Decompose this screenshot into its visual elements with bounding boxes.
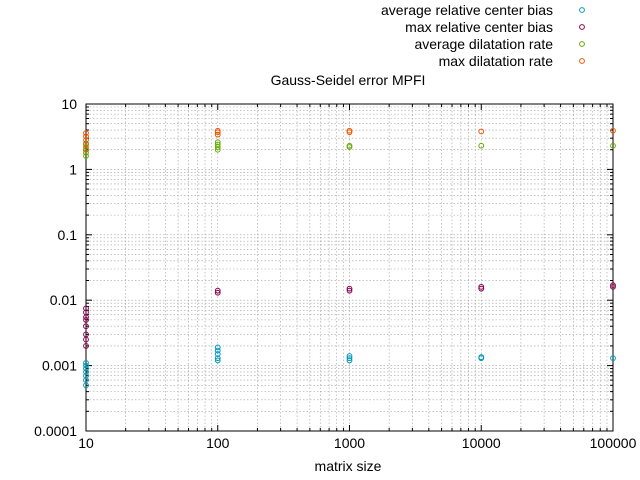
data-point: [346, 355, 353, 362]
data-point: [83, 137, 89, 144]
data-point: [83, 153, 89, 159]
data-point: [214, 344, 221, 351]
data-point: [83, 309, 89, 316]
data-point: [214, 357, 221, 364]
y-tick-label: 0.1: [58, 227, 78, 243]
data-point: [346, 285, 353, 292]
data-point: [214, 289, 221, 296]
data-point: [83, 133, 89, 140]
y-tick-labels: 0.0001 0.001 0.01 0.1 1 10: [34, 96, 77, 439]
data-point: [83, 365, 89, 372]
data-point: [83, 331, 89, 338]
legend-label: max dilatation rate: [439, 53, 554, 69]
data-point: [83, 323, 89, 330]
legend-marker: [579, 58, 585, 64]
y-tick-label: 0.01: [50, 292, 77, 308]
x-tick-label: 100: [206, 435, 230, 451]
data-point: [214, 347, 221, 354]
data-point: [214, 141, 221, 148]
legend-label: max relative center bias: [405, 19, 553, 35]
data-point: [83, 362, 89, 369]
data-point: [478, 354, 485, 360]
data-point: [83, 372, 89, 379]
data-point: [610, 283, 616, 290]
legend-marker: [579, 7, 585, 13]
data-point: [610, 127, 616, 134]
data-point: [214, 131, 221, 138]
x-tick-labels: 10 100 1000 10000 100000: [78, 435, 636, 451]
data-point: [83, 144, 89, 150]
data-point: [346, 127, 353, 134]
chart-title: Gauss-Seidel error MPFI: [271, 72, 426, 88]
data-points: [83, 127, 616, 389]
x-tick-label: 10000: [462, 435, 501, 451]
x-tick-label: 10: [78, 435, 94, 451]
data-point: [83, 316, 89, 323]
data-point: [214, 127, 221, 134]
x-tick-label: 100000: [590, 435, 637, 451]
data-point: [346, 353, 353, 359]
y-tick-label: 1: [69, 161, 77, 177]
legend-label: average relative center bias: [381, 2, 553, 18]
data-point: [83, 359, 89, 366]
legend-marker: [579, 41, 585, 47]
data-point: [83, 369, 89, 375]
data-point: [346, 287, 353, 294]
axis-ticks: [85, 103, 614, 432]
data-point: [610, 282, 616, 289]
data-point: [610, 355, 616, 362]
data-point: [478, 285, 485, 292]
x-axis-label: matrix size: [315, 458, 382, 474]
data-point: [478, 128, 485, 135]
data-point: [214, 355, 221, 362]
data-point: [478, 142, 485, 149]
data-point: [214, 351, 221, 357]
y-tick-label: 0.001: [42, 358, 77, 374]
data-point: [610, 142, 616, 149]
y-tick-label: 0.0001: [34, 423, 77, 439]
data-point: [214, 139, 221, 146]
data-point: [214, 287, 221, 294]
grid-lines: [85, 103, 614, 432]
y-tick-label: 10: [61, 96, 77, 112]
legend-marker: [579, 24, 585, 30]
data-point: [83, 149, 89, 156]
x-tick-label: 1000: [334, 435, 365, 451]
data-point: [83, 130, 89, 136]
data-point: [478, 283, 485, 290]
data-point: [83, 343, 89, 349]
data-point: [83, 305, 89, 312]
legend-label: average dilatation rate: [414, 36, 553, 52]
data-point: [346, 142, 353, 149]
